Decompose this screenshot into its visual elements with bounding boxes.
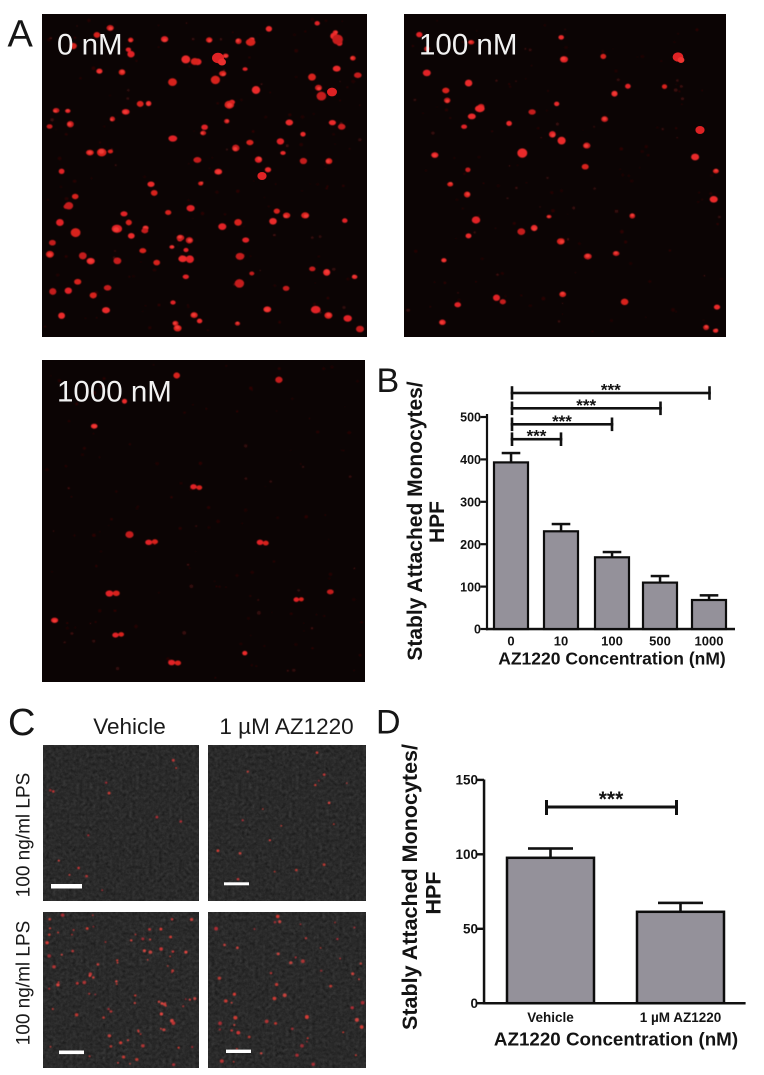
svg-text:C: C — [8, 702, 35, 744]
svg-text:50: 50 — [463, 922, 478, 937]
svg-text:300: 300 — [460, 496, 481, 510]
svg-text:Stably Attached Monocytes/: Stably Attached Monocytes/ — [404, 381, 427, 660]
svg-text:***: *** — [599, 788, 624, 811]
svg-text:500: 500 — [649, 634, 671, 649]
svg-text:AZ1220 Concentration (nM): AZ1220 Concentration (nM) — [494, 1029, 738, 1050]
svg-text:400: 400 — [460, 453, 481, 467]
svg-text:1 µM AZ1220: 1 µM AZ1220 — [219, 714, 353, 739]
svg-text:100: 100 — [455, 847, 478, 862]
svg-text:10: 10 — [554, 634, 568, 649]
svg-text:100 ng/ml LPS: 100 ng/ml LPS — [14, 921, 35, 1046]
svg-text:100: 100 — [601, 634, 623, 649]
svg-text:D: D — [376, 704, 401, 742]
svg-text:100 nM: 100 nM — [419, 29, 517, 62]
svg-text:1 µM AZ1220: 1 µM AZ1220 — [640, 1010, 722, 1025]
svg-text:0: 0 — [474, 623, 481, 637]
svg-text:B: B — [377, 362, 400, 400]
svg-text:100 ng/ml LPS: 100 ng/ml LPS — [14, 773, 35, 898]
svg-text:0: 0 — [507, 634, 514, 649]
svg-text:100: 100 — [460, 580, 481, 594]
svg-text:***: *** — [552, 412, 572, 431]
svg-text:200: 200 — [460, 538, 481, 552]
svg-text:0 nM: 0 nM — [57, 29, 123, 62]
svg-text:***: *** — [576, 396, 596, 415]
svg-text:1000: 1000 — [695, 634, 724, 649]
svg-text:***: *** — [601, 381, 621, 400]
svg-text:Vehicle: Vehicle — [527, 1010, 574, 1025]
svg-text:AZ1220 Concentration (nM): AZ1220 Concentration (nM) — [498, 649, 726, 669]
svg-text:500: 500 — [460, 411, 481, 425]
svg-text:A: A — [8, 13, 34, 55]
svg-text:150: 150 — [455, 773, 478, 788]
svg-text:Vehicle: Vehicle — [93, 714, 166, 739]
svg-text:0: 0 — [470, 996, 478, 1011]
svg-text:1000 nM: 1000 nM — [57, 376, 172, 409]
svg-text:HPF: HPF — [422, 872, 446, 915]
svg-text:***: *** — [527, 427, 547, 446]
svg-text:HPF: HPF — [426, 501, 449, 543]
svg-text:Stably Attached Monocytes/: Stably Attached Monocytes/ — [398, 744, 422, 1030]
